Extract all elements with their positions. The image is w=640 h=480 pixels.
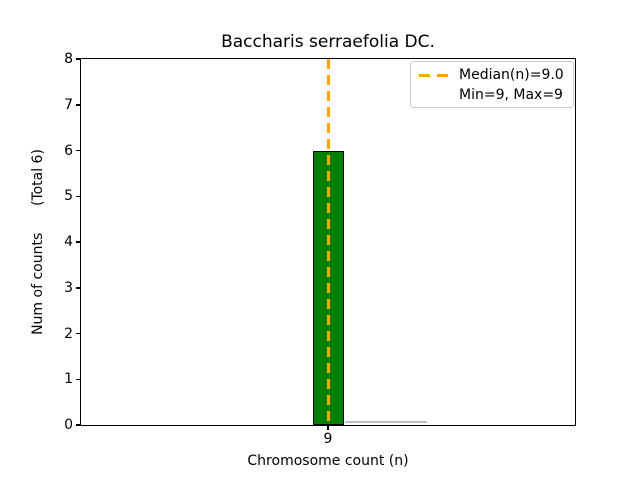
legend-median-label: Median(n)=9.0: [459, 67, 564, 83]
legend-minmax-label: Min=9, Max=9: [459, 87, 563, 103]
y-tick-mark: [76, 287, 80, 289]
x-tick-label: 9: [323, 431, 333, 447]
y-tick-label: 1: [64, 371, 73, 388]
zero-height-bar-edge: [345, 421, 427, 423]
y-tick-label: 5: [64, 188, 73, 205]
y-tick-label: 6: [64, 142, 73, 159]
y-tick-mark: [76, 332, 80, 335]
y-tick-label: 0: [64, 417, 73, 433]
y-tick-mark: [76, 378, 80, 380]
y-tick-label: 4: [64, 234, 73, 250]
y-tick-mark: [76, 104, 80, 106]
y-tick-label: 8: [64, 51, 73, 67]
median-line: [326, 59, 330, 425]
y-tick-mark: [76, 195, 80, 197]
y-tick-label: 3: [64, 279, 73, 296]
y-tick-mark: [76, 241, 80, 243]
y-tick-mark: [76, 149, 80, 152]
plot-area: [80, 58, 576, 426]
y-tick-label: 2: [64, 325, 73, 342]
y-tick-mark: [76, 424, 80, 426]
chart-title: Baccharis serraefolia DC.: [221, 32, 435, 52]
y-tick-label: 7: [64, 96, 73, 113]
legend: Median(n)=9.0 Min=9, Max=9: [410, 61, 574, 108]
x-axis-label: Chromosome count (n): [247, 453, 409, 469]
y-tick-mark: [76, 58, 80, 60]
median-line-swatch-icon: [419, 73, 448, 77]
x-tick-mark: [327, 426, 329, 430]
